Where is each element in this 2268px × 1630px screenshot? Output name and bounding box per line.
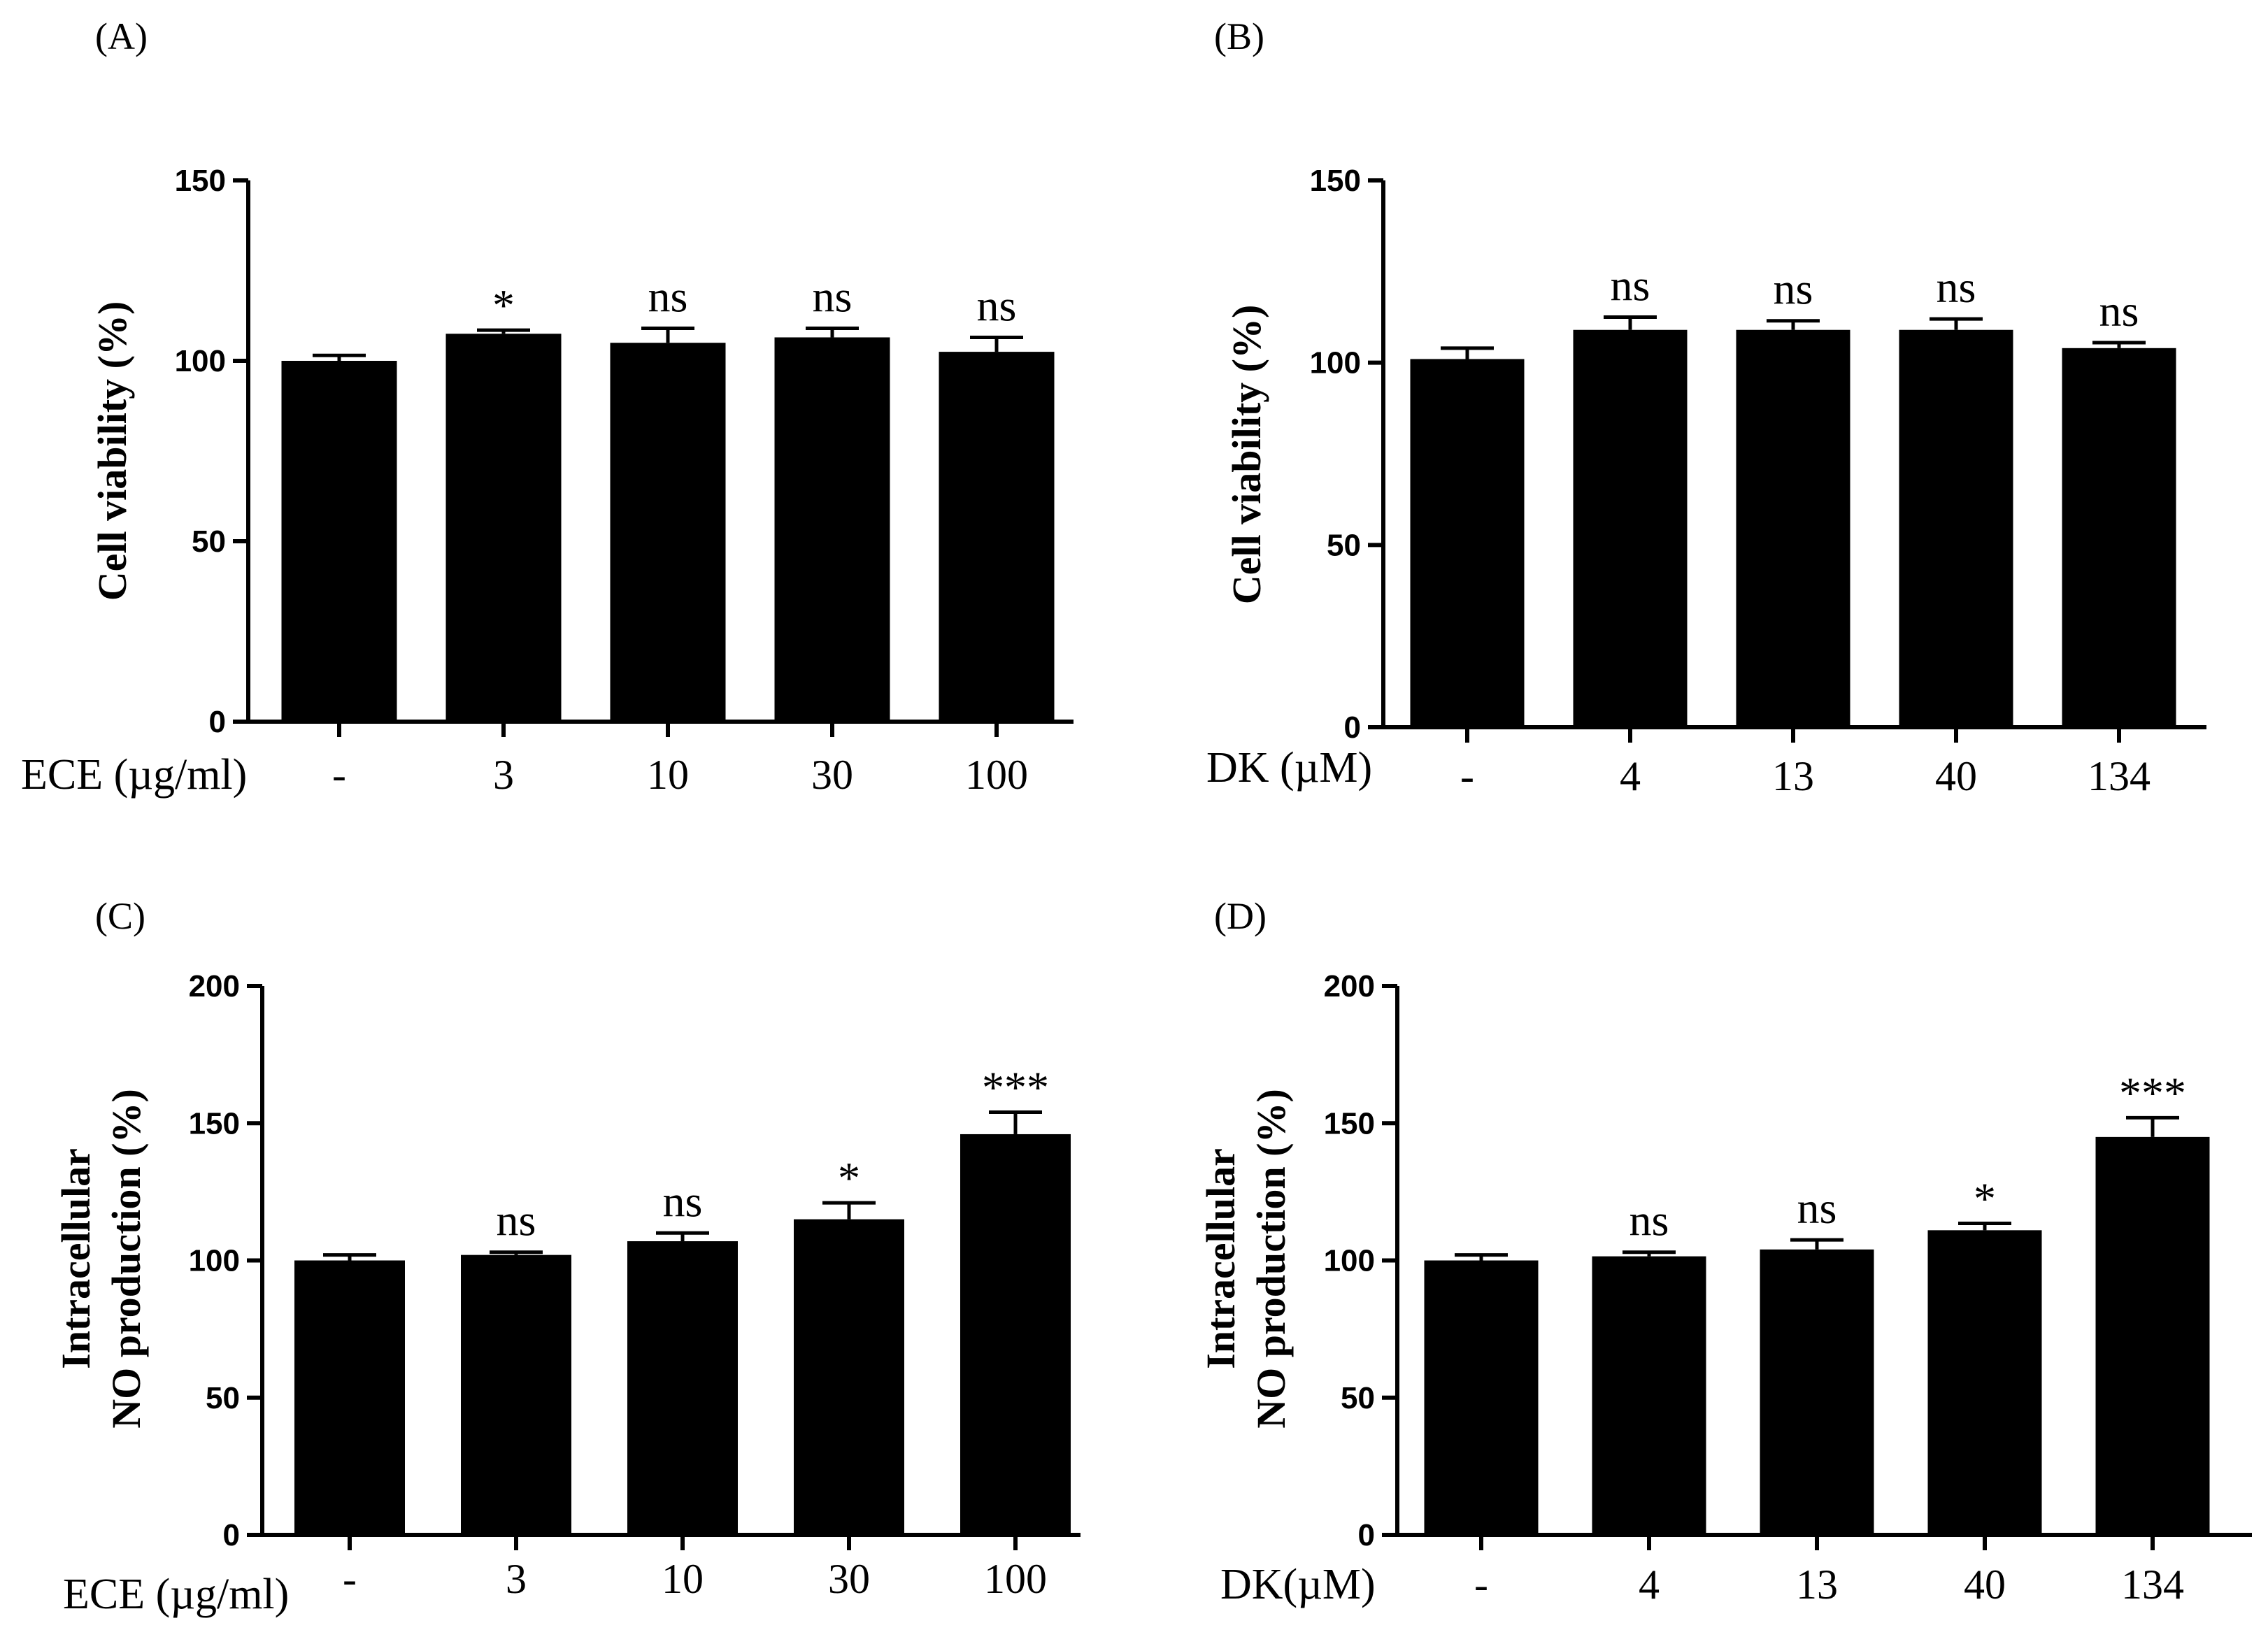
chart-panel-c: (C) 0 50 100 150 200 Intracellular NO productio… [53, 895, 1080, 1618]
x-tick-label: 30 [828, 1556, 870, 1602]
bar-control [1410, 359, 1525, 727]
x-tick-label: 134 [2121, 1561, 2184, 1608]
significance-label: ns [2099, 286, 2139, 336]
y-tick-label: 50 [192, 524, 226, 559]
significance-label: ns [1937, 262, 1976, 312]
x-tick-label: 13 [1796, 1561, 1838, 1608]
significance-label: *** [982, 1063, 1049, 1113]
panel-label: (D) [1214, 895, 1267, 937]
bar-134 [2095, 1136, 2210, 1535]
significance-label: * [838, 1153, 860, 1203]
bar-40 [1927, 1230, 2042, 1535]
y-axis-label-line: NO production (%) [1248, 1089, 1294, 1429]
bar-control [294, 1260, 405, 1535]
x-axis-label: ECE (µg/ml) [63, 1571, 289, 1618]
bar-100 [960, 1134, 1071, 1535]
bar-4 [1592, 1256, 1706, 1535]
significance-label: *** [2119, 1068, 2186, 1117]
x-tick-label: 10 [662, 1556, 704, 1602]
chart-panel-b: (B) 0 50 100 150 Cell viability (%) DK (µM) - 4 n… [1206, 15, 2206, 799]
y-tick-label: 50 [1327, 528, 1361, 562]
x-tick-label: 100 [965, 752, 1028, 798]
significance-label: ns [977, 280, 1017, 330]
significance-label: ns [497, 1196, 536, 1245]
y-axis-label-line: Intracellular [1198, 1148, 1243, 1369]
x-tick-label: 13 [1772, 753, 1814, 799]
significance-label: ns [1797, 1183, 1837, 1233]
x-tick-label: 134 [2088, 753, 2151, 799]
bar-control [1424, 1260, 1539, 1535]
x-tick-label: 40 [1964, 1561, 2006, 1608]
significance-label: ns [663, 1176, 703, 1226]
y-tick-label: 150 [175, 164, 226, 198]
x-tick-label: 30 [811, 752, 853, 798]
significance-label: ns [813, 272, 853, 322]
y-tick-label: 150 [1324, 1106, 1375, 1141]
y-tick-label: 100 [1324, 1244, 1375, 1278]
y-tick-label: 200 [1324, 969, 1375, 1003]
significance-label: * [1974, 1174, 1996, 1224]
significance-label: ns [648, 272, 688, 322]
bar-3 [461, 1254, 571, 1535]
bar-control [281, 361, 397, 722]
x-tick-label: 4 [1639, 1561, 1660, 1608]
bar-3 [445, 334, 562, 722]
y-tick-label: 0 [1358, 1518, 1375, 1552]
bar-30 [794, 1219, 904, 1535]
bar-13 [1760, 1249, 1874, 1535]
x-axis-label: ECE (µg/ml) [21, 751, 247, 799]
chart-panel-d: (D) 0 50 100 150 200 Intracellular NO productio… [1198, 895, 2252, 1608]
x-axis-label: DK(µM) [1220, 1561, 1376, 1608]
y-tick-label: 0 [223, 1518, 240, 1552]
y-axis-label: Intracellular NO production (%) [53, 1089, 149, 1429]
x-tick-label: 100 [984, 1556, 1047, 1602]
bar-10 [610, 343, 726, 722]
panel-label: (A) [95, 15, 148, 57]
x-tick-label: 40 [1935, 753, 1977, 799]
y-tick-label: 150 [1310, 164, 1361, 198]
x-axis-label: DK (µM) [1206, 744, 1372, 792]
x-tick-label: - [332, 752, 346, 798]
y-tick-label: 150 [189, 1106, 240, 1141]
bar-13 [1736, 329, 1850, 727]
panel-label: (B) [1214, 15, 1264, 57]
significance-label: ns [1629, 1196, 1669, 1245]
x-tick-label: 10 [647, 752, 689, 798]
y-tick-label: 100 [189, 1244, 240, 1278]
x-tick-label: - [1460, 753, 1474, 799]
y-tick-label: 0 [209, 705, 226, 739]
y-tick-label: 50 [206, 1381, 240, 1415]
bar-4 [1573, 329, 1688, 727]
y-axis-label-line: NO production (%) [104, 1089, 149, 1429]
y-axis-label: Intracellular NO production (%) [1198, 1089, 1294, 1429]
y-tick-label: 200 [189, 969, 240, 1003]
y-axis-label: Cell viability (%) [1224, 305, 1269, 605]
significance-label: * [492, 280, 515, 330]
bar-10 [627, 1241, 738, 1535]
bar-134 [2062, 348, 2176, 727]
bar-40 [1899, 329, 2013, 727]
chart-panel-a: (A) 0 50 100 150 Cell viability (%) ECE (µg/ml… [21, 15, 1074, 799]
y-tick-label: 100 [1310, 346, 1361, 380]
y-axis-label: Cell viability (%) [90, 301, 135, 601]
y-tick-label: 100 [175, 344, 226, 378]
x-tick-label: 3 [493, 752, 514, 798]
x-tick-label: 4 [1620, 753, 1641, 799]
bar-100 [939, 352, 1055, 722]
y-tick-label: 0 [1344, 710, 1361, 745]
bar-30 [774, 337, 890, 722]
x-tick-label: 3 [506, 1556, 527, 1602]
significance-label: ns [1774, 264, 1813, 314]
panel-label: (C) [95, 895, 145, 937]
x-tick-label: - [343, 1556, 357, 1602]
y-tick-label: 50 [1341, 1381, 1375, 1415]
significance-label: ns [1611, 261, 1650, 310]
y-axis-label-line: Intracellular [53, 1148, 99, 1369]
x-tick-label: - [1474, 1561, 1488, 1608]
